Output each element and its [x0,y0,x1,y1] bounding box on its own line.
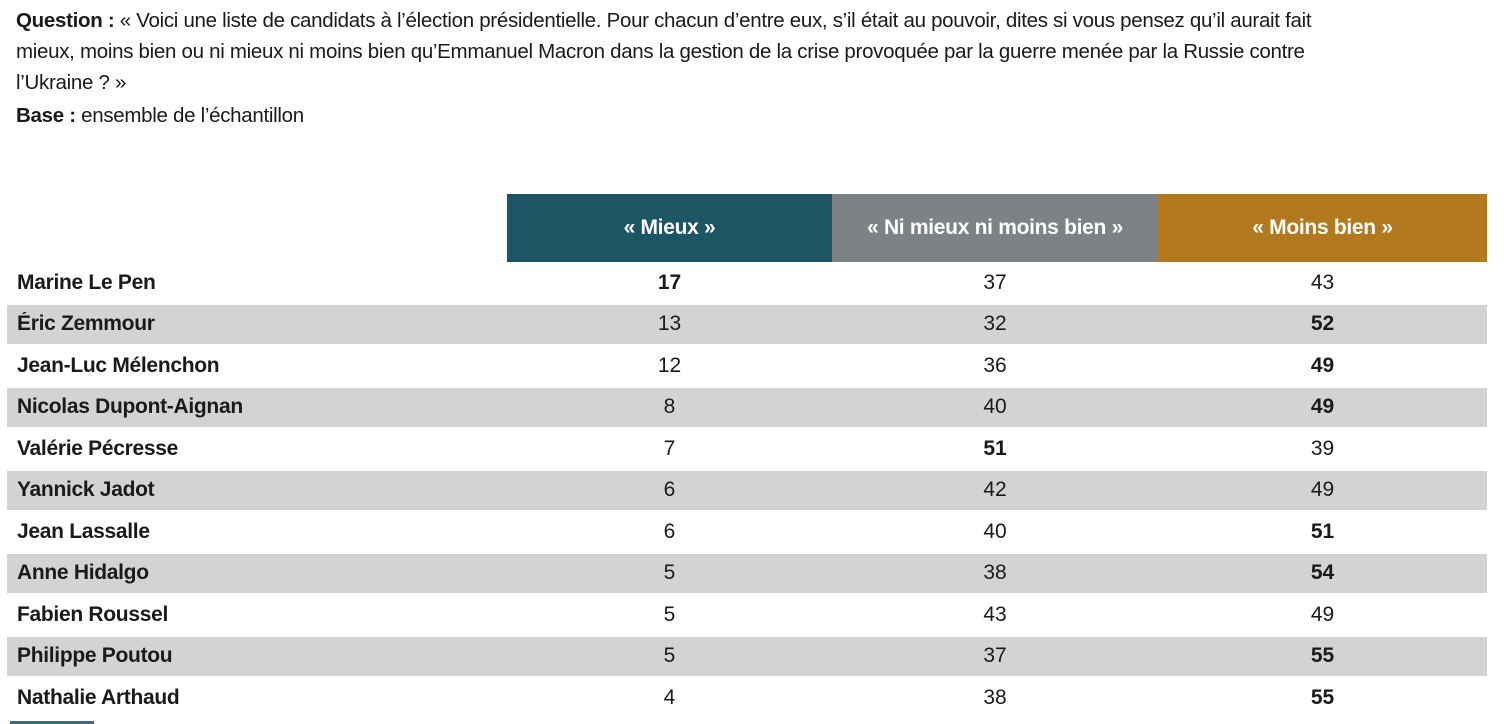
value-mieux: 17 [657,270,682,294]
table-row: Éric Zemmour 13 32 52 [7,304,1487,346]
candidate-name: Valérie Pécresse [17,436,179,460]
value-mieux: 4 [663,685,676,709]
value-ni-mieux: 42 [983,478,1007,502]
table-row: Marine Le Pen 17 37 43 [7,263,1487,305]
value-moins-bien: 54 [1310,561,1335,585]
table-row: Valérie Pécresse 7 51 39 [7,429,1487,471]
candidate-name: Jean Lassalle [17,519,150,543]
table-header: « Mieux » « Ni mieux ni moins bien » « M… [507,194,1487,262]
value-mieux: 8 [663,395,676,419]
value-mieux: 6 [663,519,676,543]
value-ni-mieux: 40 [983,395,1007,419]
table-row: Nathalie Arthaud 4 38 55 [7,678,1487,720]
value-ni-mieux: 37 [983,644,1007,668]
value-moins-bien: 55 [1310,644,1335,668]
value-ni-mieux: 40 [983,519,1007,543]
value-ni-mieux: 37 [983,270,1007,294]
value-ni-mieux: 51 [983,436,1007,460]
header-cell-ni-mieux-ni-moins-bien: « Ni mieux ni moins bien » [832,194,1158,262]
value-moins-bien: 49 [1310,395,1335,419]
value-mieux: 13 [657,312,682,336]
base-paragraph: Base : ensemble de l’échantillon [16,100,1361,131]
table-row: Philippe Poutou 5 37 55 [7,636,1487,678]
value-ni-mieux: 43 [983,602,1007,626]
candidate-name: Philippe Poutou [17,644,173,668]
header-cell-mieux: « Mieux » [507,194,832,262]
candidate-name: Éric Zemmour [17,312,155,336]
value-ni-mieux: 36 [983,353,1007,377]
candidate-name: Anne Hidalgo [17,561,149,585]
value-mieux: 5 [663,602,676,626]
question-paragraph: Question : « Voici une liste de candidat… [16,5,1361,98]
value-moins-bien: 52 [1310,312,1335,336]
candidate-name: Nicolas Dupont-Aignan [17,395,243,419]
candidate-name: Fabien Roussel [17,602,169,626]
table-row: Fabien Roussel 5 43 49 [7,595,1487,637]
value-moins-bien: 49 [1310,353,1335,377]
table-row: Anne Hidalgo 5 38 54 [7,553,1487,595]
value-mieux: 7 [663,436,676,460]
candidate-name: Jean-Luc Mélenchon [17,353,220,377]
table-row: Nicolas Dupont-Aignan 8 40 49 [7,387,1487,429]
value-mieux: 12 [657,353,682,377]
value-moins-bien: 39 [1310,436,1335,460]
value-ni-mieux: 38 [983,561,1007,585]
value-moins-bien: 49 [1310,478,1335,502]
value-mieux: 5 [663,644,676,668]
results-table-body: Marine Le Pen 17 37 43 Éric Zemmour 13 3… [7,263,1487,720]
value-moins-bien: 43 [1310,270,1335,294]
header-cell-moins-bien: « Moins bien » [1158,194,1487,262]
value-moins-bien: 51 [1310,519,1335,543]
base-label: Base : [16,104,76,127]
table-row: Jean-Luc Mélenchon 12 36 49 [7,346,1487,388]
candidate-name: Marine Le Pen [17,270,156,294]
value-ni-mieux: 32 [983,312,1007,336]
candidate-name: Nathalie Arthaud [17,685,180,709]
value-moins-bien: 55 [1310,685,1335,709]
base-text: ensemble de l’échantillon [75,104,304,127]
candidate-name: Yannick Jadot [17,478,155,502]
value-moins-bien: 49 [1310,602,1335,626]
value-mieux: 6 [663,478,676,502]
question-text: « Voici une liste de candidats à l’élect… [16,9,1312,94]
cropped-next-element-artifact [10,721,94,724]
table-row: Jean Lassalle 6 40 51 [7,512,1487,554]
value-ni-mieux: 38 [983,685,1007,709]
table-row: Yannick Jadot 6 42 49 [7,470,1487,512]
value-mieux: 5 [663,561,676,585]
intro-block: Question : « Voici une liste de candidat… [16,5,1361,131]
question-label: Question : [16,9,115,32]
